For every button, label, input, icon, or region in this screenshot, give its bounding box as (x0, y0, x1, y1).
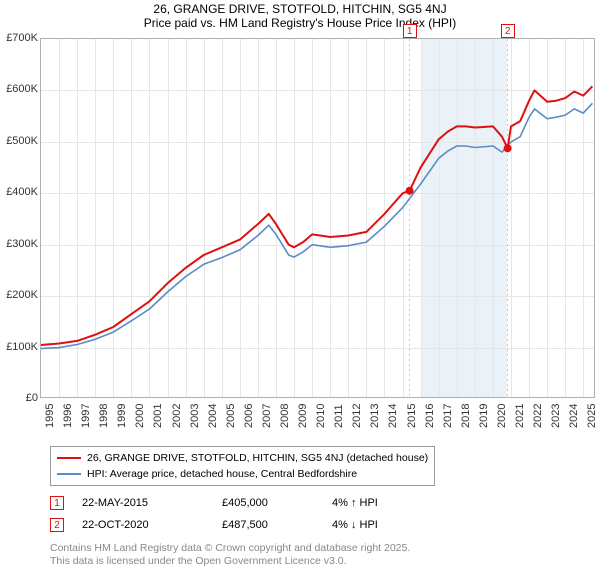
x-tick-label: 2015 (406, 404, 418, 428)
transaction-marker: 2 (50, 518, 64, 532)
x-tick-label: 2014 (387, 404, 399, 428)
y-tick-label: £300K (0, 238, 38, 250)
x-tick-label: 2022 (532, 404, 544, 428)
transaction-price: £487,500 (222, 519, 332, 531)
x-tick-label: 1998 (98, 404, 110, 428)
x-tick-label: 1996 (62, 404, 74, 428)
x-tick-label: 2005 (225, 404, 237, 428)
transaction-date: 22-OCT-2020 (82, 519, 222, 531)
x-tick-label: 2012 (351, 404, 363, 428)
legend-label: 26, GRANGE DRIVE, STOTFOLD, HITCHIN, SG5… (87, 450, 428, 466)
footer-line1: Contains HM Land Registry data © Crown c… (50, 542, 600, 555)
sale-marker (406, 187, 414, 195)
x-tick-label: 2019 (478, 404, 490, 428)
x-tick-label: 2009 (297, 404, 309, 428)
transactions-table: 1 22-MAY-2015£405,0004% ↑ HPI 2 22-OCT-2020… (50, 492, 600, 536)
transaction-row: 1 22-MAY-2015£405,0004% ↑ HPI (50, 492, 600, 514)
transaction-date: 22-MAY-2015 (82, 497, 222, 509)
y-tick-label: £0 (0, 392, 38, 404)
x-tick-label: 2004 (207, 404, 219, 428)
legend-label: HPI: Average price, detached house, Cent… (87, 466, 357, 482)
chart-area: 12 £0 £100K £200K £300K £400K £500K £600K £700K… (0, 30, 600, 418)
y-tick-label: £600K (0, 83, 38, 95)
x-tick-label: 2007 (261, 404, 273, 428)
annotation-marker-2: 2 (501, 24, 515, 38)
x-tick-label: 2013 (369, 404, 381, 428)
transaction-delta: 4% ↑ HPI (332, 497, 422, 509)
x-tick-label: 2017 (442, 404, 454, 428)
series-price_paid (41, 86, 592, 345)
x-tick-label: 2021 (514, 404, 526, 428)
x-tick-label: 1999 (116, 404, 128, 428)
x-tick-label: 2020 (496, 404, 508, 428)
x-tick-label: 2018 (460, 404, 472, 428)
transaction-row: 2 22-OCT-2020£487,5004% ↓ HPI (50, 514, 600, 536)
x-tick-label: 1997 (80, 404, 92, 428)
chart-footer: Contains HM Land Registry data © Crown c… (50, 542, 600, 568)
x-tick-label: 2016 (424, 404, 436, 428)
x-tick-label: 1995 (44, 404, 56, 428)
transaction-delta: 4% ↓ HPI (332, 519, 422, 531)
transaction-marker: 1 (50, 496, 64, 510)
x-tick-label: 2024 (568, 404, 580, 428)
y-tick-label: £700K (0, 32, 38, 44)
x-tick-label: 2006 (243, 404, 255, 428)
x-tick-label: 2002 (171, 404, 183, 428)
legend-swatch (57, 473, 81, 475)
chart-plot: 12 (40, 38, 595, 398)
x-tick-label: 2023 (550, 404, 562, 428)
chart-svg (41, 39, 594, 397)
x-tick-label: 2008 (279, 404, 291, 428)
chart-title-line1: 26, GRANGE DRIVE, STOTFOLD, HITCHIN, SG5… (0, 2, 600, 16)
x-tick-label: 2011 (333, 404, 345, 428)
legend-item: 26, GRANGE DRIVE, STOTFOLD, HITCHIN, SG5… (57, 450, 428, 466)
legend-item: HPI: Average price, detached house, Cent… (57, 466, 428, 482)
x-tick-label: 2000 (134, 404, 146, 428)
x-tick-label: 2001 (152, 404, 164, 428)
legend-swatch (57, 457, 81, 459)
x-tick-label: 2010 (315, 404, 327, 428)
y-tick-label: £100K (0, 341, 38, 353)
y-tick-label: £200K (0, 289, 38, 301)
y-tick-label: £500K (0, 135, 38, 147)
sale-marker (504, 144, 512, 152)
y-tick-label: £400K (0, 186, 38, 198)
x-tick-label: 2003 (189, 404, 201, 428)
chart-legend: 26, GRANGE DRIVE, STOTFOLD, HITCHIN, SG5… (50, 446, 435, 486)
x-tick-label: 2025 (586, 404, 598, 428)
transaction-price: £405,000 (222, 497, 332, 509)
annotation-marker-1: 1 (403, 24, 417, 38)
footer-line2: This data is licensed under the Open Gov… (50, 555, 600, 568)
